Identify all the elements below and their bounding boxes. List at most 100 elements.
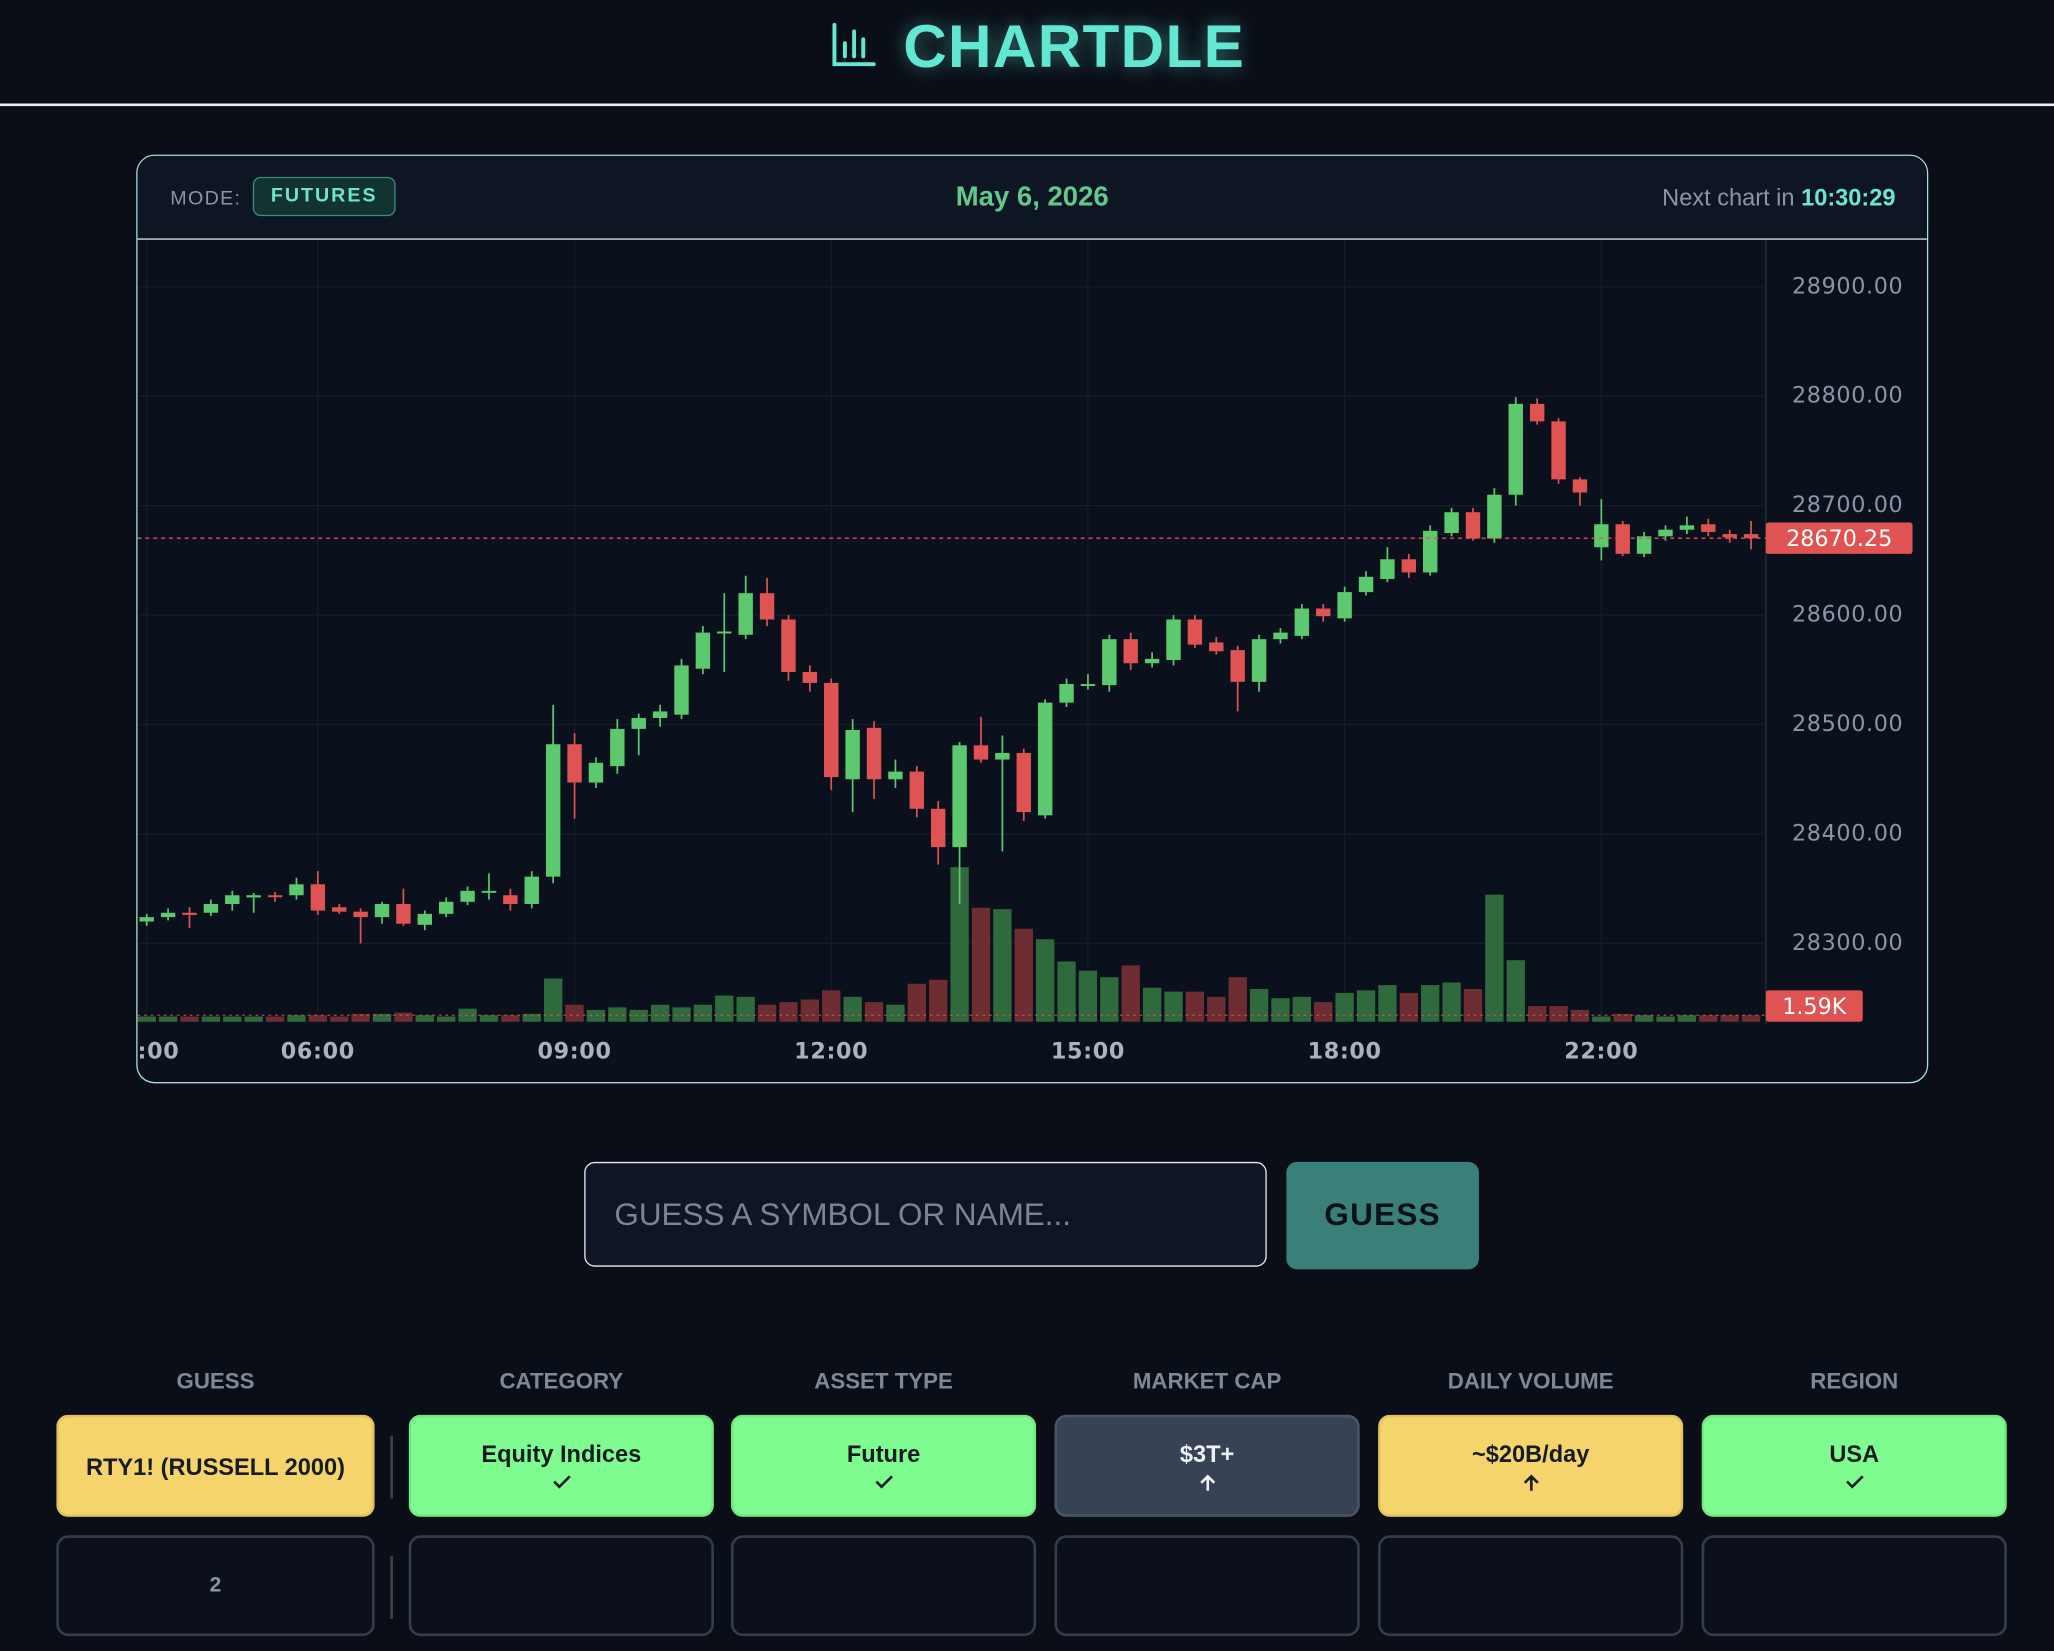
mode-badge: FUTURES (252, 176, 396, 217)
price-label: 28670.25 (1786, 526, 1892, 552)
candle-body (1102, 639, 1117, 686)
candle-body (1380, 559, 1395, 579)
volume-bar (822, 990, 841, 1022)
candle-body (1465, 512, 1481, 539)
volume-bar (1699, 1015, 1718, 1022)
candle-body (1230, 650, 1245, 682)
volume-bar (543, 978, 563, 1022)
volume-bar (886, 1004, 905, 1022)
logo-icon (832, 22, 876, 67)
candle-body (1059, 684, 1074, 703)
volume-bar (1399, 992, 1418, 1022)
guess-count: 2 (56, 1535, 375, 1637)
volume-bar (1100, 977, 1119, 1022)
cell-text: RTY1! (RUSSELL 2000) (85, 1454, 345, 1481)
panel-header: MODE: FUTURES May 6, 2026 Next chart in … (137, 155, 1927, 240)
candle-body (139, 917, 154, 922)
candle-body (888, 771, 903, 780)
candle-body (460, 890, 475, 902)
separator (390, 1435, 393, 1499)
volume-bar (372, 1013, 392, 1022)
candle-body (1337, 592, 1352, 619)
candle-body (1508, 403, 1523, 495)
volume-bar (1228, 977, 1247, 1022)
volume-bar (1506, 960, 1525, 1022)
guess-cell: Equity Indices (408, 1414, 714, 1517)
volume-bar (351, 1013, 370, 1022)
volume-bar (1249, 989, 1269, 1022)
candle-body (866, 727, 882, 780)
candle-body (1572, 479, 1588, 493)
volume-bar (137, 1016, 156, 1022)
volume-bar (1292, 996, 1312, 1022)
empty-cell (1701, 1535, 2007, 1637)
volume-bar (1335, 992, 1354, 1022)
volume-bar (650, 1004, 670, 1022)
arrow-up-icon (1523, 1474, 1539, 1491)
y-tick-label: 28500.00 (1792, 711, 1903, 737)
volume-bar (265, 1016, 285, 1022)
app-title: CHARTDLE (903, 11, 1246, 80)
candle-body (545, 744, 561, 877)
candle-body (1529, 403, 1545, 422)
empty-cell (1378, 1535, 1684, 1637)
volume-bar (1421, 985, 1440, 1022)
candle-body (1743, 534, 1759, 539)
empty-cell (1054, 1535, 1360, 1637)
volume-bar (864, 1002, 884, 1022)
volume-bar (415, 1015, 434, 1022)
volume-bar (308, 1015, 328, 1022)
candle-body (610, 728, 625, 767)
candle-body (1594, 524, 1609, 548)
volume-bar (1677, 1015, 1697, 1022)
volume-bar (501, 1015, 520, 1022)
y-tick-label: 28700.00 (1792, 492, 1903, 518)
candle-body (1401, 559, 1417, 573)
guess-input[interactable]: GUESS A SYMBOL OR NAME... (584, 1161, 1267, 1267)
volume-bar (1463, 989, 1483, 1022)
volume-label-bg (1765, 990, 1863, 1022)
guess-button[interactable]: GUESS (1286, 1161, 1479, 1270)
candle-body (652, 711, 668, 718)
column-header: CATEGORY (499, 1368, 624, 1394)
volume-bar (757, 1004, 777, 1022)
volume-bar (180, 1016, 199, 1022)
candle-body (909, 771, 925, 809)
volume-bar (1485, 894, 1504, 1022)
volume-bar (223, 1016, 242, 1022)
candle-body (310, 884, 326, 911)
volume-bar (1057, 961, 1076, 1022)
volume-bar (586, 1009, 606, 1022)
volume-label: 1.59K (1782, 994, 1848, 1020)
chart-panel: MODE: FUTURES May 6, 2026 Next chart in … (136, 154, 1929, 1084)
volume-bar (565, 1004, 584, 1022)
candle-body (1551, 421, 1566, 480)
cell-text: Equity Indices (481, 1440, 642, 1468)
divider (0, 103, 2054, 107)
volume-bar (1527, 1006, 1547, 1022)
volume-bar (1035, 939, 1055, 1022)
countdown: 10:30:29 (1801, 184, 1896, 211)
candle-body (588, 762, 604, 783)
candle-body (289, 884, 304, 896)
candle-body (160, 912, 176, 918)
candle-body (695, 632, 711, 669)
candle-body (1636, 536, 1652, 554)
volume-bar (1442, 982, 1461, 1022)
candle-body (1658, 529, 1673, 537)
volume-bar (158, 1016, 178, 1022)
volume-bar (1271, 998, 1290, 1022)
next-chart: Next chart in 10:30:29 (1662, 185, 1895, 213)
candle-body (332, 907, 347, 912)
candle-body (524, 876, 539, 905)
volume-bar (479, 1015, 499, 1022)
candle-body (995, 752, 1010, 760)
volume-bar (1378, 985, 1397, 1022)
candle-body (1615, 524, 1630, 554)
candle-body (1080, 684, 1096, 686)
volume-bar (1185, 991, 1205, 1022)
candle-body (417, 913, 433, 925)
candle-body (1144, 658, 1160, 664)
arrow-up-icon (1199, 1474, 1215, 1491)
candle-body (1251, 639, 1267, 682)
